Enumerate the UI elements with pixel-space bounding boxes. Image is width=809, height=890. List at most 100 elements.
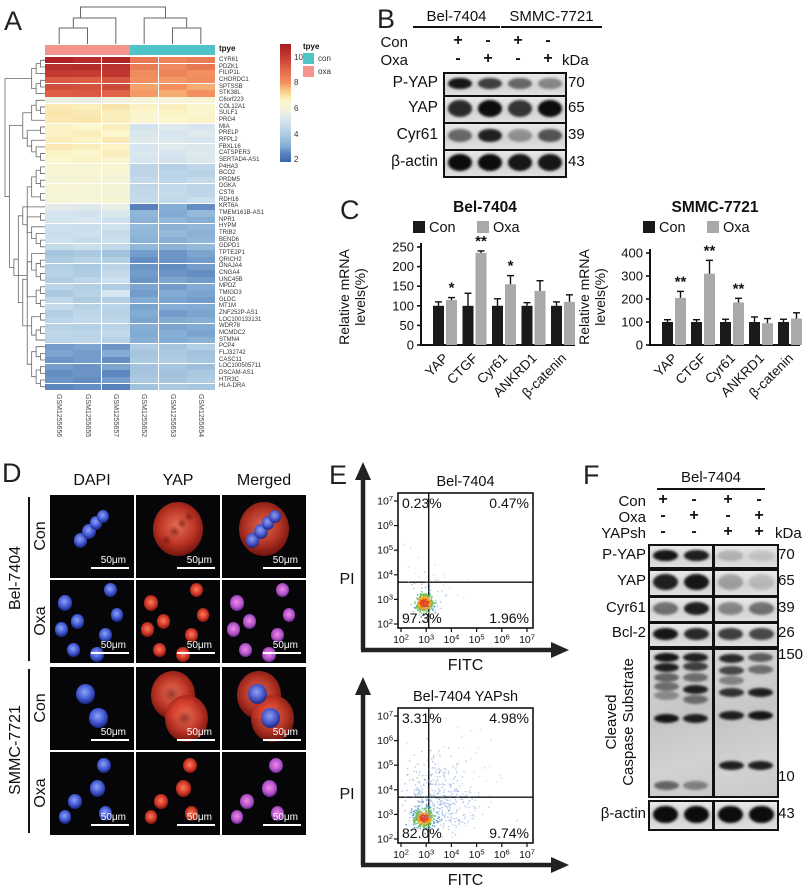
heatmap-cell [130,157,159,164]
svg-text: 300 [621,269,643,284]
condition-sign: - [545,32,551,49]
scatter-point [412,823,415,825]
scatter-point [439,789,441,792]
heatmap-grid [45,57,215,390]
scatter-point [413,820,416,822]
scatter-point [420,587,423,589]
scatter-point [478,806,481,808]
scatter-point [448,770,450,773]
heatmap-cell [158,350,187,357]
dendrogram-branch [40,59,45,68]
microscopy-image-yap: 50μm [136,580,220,663]
scatter-point [413,812,416,814]
scatter-point [431,819,433,822]
scatter-point [424,813,427,816]
scatter-point [449,586,451,589]
scatter-point [418,608,421,610]
scatter-point [455,770,458,773]
heatmap-cell [45,250,73,257]
scatter-point [420,603,422,605]
dendrogram-branch [31,253,45,271]
scatter-point [419,825,422,828]
scatter-point [496,781,498,783]
scatter-point [463,597,465,599]
heatmap-cell [101,283,130,290]
caspase-label: Cleaved Caspase Substrate [603,658,637,786]
cell-blob [271,627,284,642]
scale-bar-label: 50μm [272,640,298,651]
scatter-point [413,789,416,792]
dendrogram-branch [143,17,188,44]
cell-blob [144,809,158,824]
dendrogram-branch [40,213,45,221]
gene-label: LOC100133131 [219,316,262,323]
scatter-point [460,735,463,738]
row-dendrogram [2,57,45,390]
scatter-point [498,774,501,777]
scatter-point [418,818,420,821]
cell-blob [160,534,172,547]
scatter-point [420,612,422,615]
condition-label: Oxa [380,52,408,69]
scatter-point [450,816,452,818]
scatter-point [438,813,440,816]
gene-label: QRICH2 [219,256,242,263]
scale-bar-label: 50μm [100,640,126,651]
scatter-point [430,794,433,797]
scatter-point [463,817,466,820]
scatter-point [434,620,436,622]
panel-e-label: E [329,460,348,490]
heatmap-cell [101,343,130,350]
heatmap-cell [45,363,73,370]
heatmap-cell [130,377,159,384]
scatter-point [470,758,473,760]
condition-sign: + [754,507,764,524]
scatter-point [436,783,439,786]
row-dendrogram-svg [4,59,45,388]
heatmap-cell [187,137,215,144]
gene-label: PRG4 [219,116,236,123]
heatmap-cell [187,177,215,184]
heatmap-cell [45,197,73,204]
svg-text: FITC [448,657,484,674]
blot-box [713,569,779,597]
scatter-point [428,788,431,791]
scatter-point [417,800,420,803]
scatter-point [450,779,453,781]
scatter-point [425,607,428,610]
gene-label: BEND6 [219,236,240,243]
heatmap-cell [130,237,159,244]
scatter-point [427,815,430,818]
scatter-point [416,777,419,779]
blot-band [684,805,709,824]
y-axis-label: levels(%) [352,268,368,326]
scatter-point [466,802,469,805]
scatter-point [425,600,428,603]
cell-blob [229,595,245,611]
gene-label: ZNF252P-AS1 [219,309,259,316]
heatmap-cell [187,343,215,350]
scatter-points [401,717,518,839]
blot-band [508,77,532,90]
heatmap-cell [187,210,215,217]
blot-box [713,544,779,569]
cell-blob [270,806,285,821]
scatter-point [420,813,422,815]
dendrogram-branch [40,179,45,188]
heatmap-cell [73,70,102,77]
heatmap-cell [73,263,102,270]
heatmap-cell [130,143,159,150]
heatmap-cell [187,117,215,124]
scatter-point [414,765,417,768]
gene-label: TRIB2 [219,230,237,237]
scatter-point [422,612,425,615]
scatter-point [419,593,422,595]
heatmap-cell [101,297,130,304]
caspase-band [654,663,679,673]
caspase-band [654,673,679,683]
scatter-point [417,609,420,612]
scale-bar-line [263,738,301,741]
heatmap-cell [130,230,159,237]
gene-labels: CYR61 PDZK1 FILIP1L CHORDC1 SPTSSB STK38L C6or… [219,57,294,390]
